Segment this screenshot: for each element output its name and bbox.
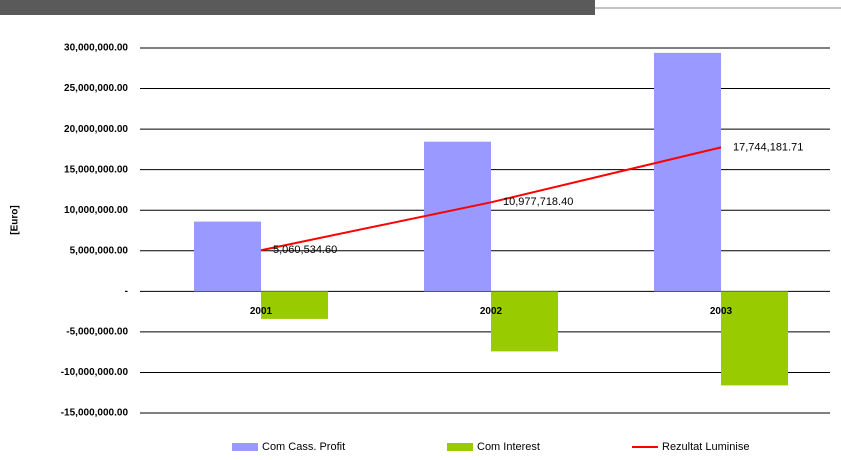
y-tick-label: -15,000,000.00 (61, 408, 129, 419)
y-tick-label: 25,000,000.00 (64, 83, 128, 94)
legend-label: Com Cass. Profit (262, 441, 345, 453)
legend-label: Com Interest (477, 441, 540, 453)
y-tick-label: - (125, 286, 128, 297)
y-tick-label: 20,000,000.00 (64, 124, 128, 135)
data-label: 17,744,181.71 (733, 141, 803, 153)
legend-label: Rezultat Luminise (662, 441, 749, 453)
x-tick-label: 2002 (480, 306, 503, 317)
x-tick-label: 2003 (710, 306, 733, 317)
y-tick-label: 5,000,000.00 (70, 245, 129, 256)
y-tick-label: 10,000,000.00 (64, 205, 128, 216)
chart: [Euro] -15,000,000.00-10,000,000.00-5,00… (0, 0, 841, 455)
data-label: 5,060,534.60 (273, 244, 337, 256)
legend-swatch (232, 443, 258, 451)
bar (491, 291, 558, 351)
bar (424, 142, 491, 292)
data-label: 10,977,718.40 (503, 196, 573, 208)
bar (194, 222, 261, 292)
bar (654, 53, 721, 291)
y-tick-label: -10,000,000.00 (61, 367, 129, 378)
y-tick-label: -5,000,000.00 (66, 327, 128, 338)
y-axis-label: [Euro] (10, 205, 21, 234)
y-tick-label: 15,000,000.00 (64, 164, 128, 175)
legend-swatch (447, 443, 473, 451)
banner-photo (0, 0, 595, 15)
y-tick-label: 30,000,000.00 (64, 43, 128, 54)
x-tick-label: 2001 (250, 306, 273, 317)
